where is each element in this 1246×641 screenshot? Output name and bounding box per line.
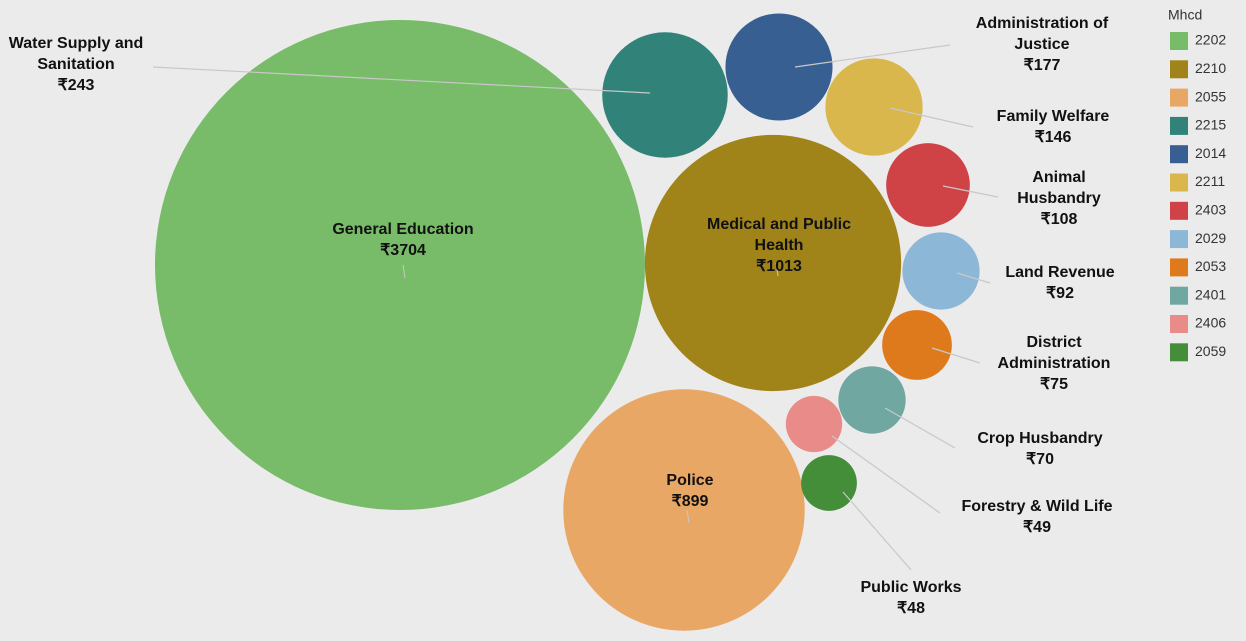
bubble-label: Public Works ₹48 (836, 577, 986, 619)
bubble (886, 143, 970, 227)
category-name: Public Works (860, 579, 962, 596)
bubble (602, 32, 728, 158)
category-name: Land Revenue (1005, 264, 1115, 281)
legend-swatch (1170, 145, 1188, 164)
legend-swatch (1170, 173, 1188, 192)
bubble-label: Administration of Justice ₹177 (960, 13, 1125, 76)
value-label: ₹177 (1023, 57, 1061, 74)
bubble (725, 13, 833, 121)
bubble-label: Land Revenue ₹92 (985, 262, 1135, 304)
legend-label: 2403 (1195, 202, 1226, 218)
legend-label: 2029 (1195, 230, 1226, 246)
bubble-label: Medical and Public Health ₹1013 (684, 214, 874, 277)
leader-line (931, 347, 981, 364)
leader-line (402, 264, 406, 279)
leader-line (842, 491, 912, 571)
leader-line (884, 407, 956, 449)
category-name: Administration of Justice (975, 15, 1109, 53)
category-name: District Administration (997, 334, 1111, 372)
bubble-label: Police ₹899 (630, 470, 750, 512)
legend-label: 2211 (1195, 173, 1225, 189)
value-label: ₹48 (897, 600, 925, 617)
legend-swatch (1170, 32, 1188, 50)
category-name: Forestry & Wild Life (961, 498, 1113, 515)
bubble (563, 389, 805, 631)
legend-label: 2055 (1195, 88, 1226, 104)
legend-swatch (1170, 286, 1188, 305)
legend-swatch (1170, 258, 1188, 277)
category-name: Water Supply and Sanitation (8, 35, 144, 73)
value-label: ₹243 (57, 77, 95, 94)
bubble-label: General Education ₹3704 (303, 219, 503, 261)
bubble (785, 395, 843, 453)
legend-swatch (1170, 201, 1188, 220)
bubble (801, 455, 857, 511)
legend-swatch (1170, 315, 1188, 333)
value-label: ₹1013 (756, 258, 802, 275)
legend-swatch (1170, 116, 1188, 135)
legend-label: 2406 (1195, 315, 1226, 331)
bubble-label: Water Supply and Sanitation ₹243 (1, 33, 151, 96)
legend-label: 2210 (1195, 60, 1226, 76)
legend-label: 2202 (1195, 32, 1226, 48)
bubble (882, 310, 952, 380)
category-name: General Education (332, 221, 474, 238)
value-label: ₹92 (1046, 285, 1074, 302)
category-name: Crop Husbandry (977, 430, 1103, 447)
bubble-label: Forestry & Wild Life ₹49 (942, 496, 1132, 538)
bubble-label: Animal Husbandry ₹108 (1009, 167, 1109, 230)
value-label: ₹146 (1034, 129, 1072, 146)
category-name: Police (666, 472, 714, 489)
leader-line (775, 262, 779, 277)
value-label: ₹3704 (380, 242, 426, 259)
legend-label: 2215 (1195, 117, 1226, 133)
leader-line (889, 107, 974, 128)
legend-swatch (1170, 343, 1188, 362)
category-name: Animal Husbandry (1017, 169, 1101, 207)
legend-title: Mhcd (1168, 7, 1202, 23)
bubble (838, 366, 906, 434)
leader-line (956, 272, 991, 284)
bubble-label: District Administration ₹75 (994, 332, 1114, 395)
category-name: Family Welfare (996, 108, 1110, 125)
legend-swatch (1170, 88, 1188, 107)
bubble-label: Crop Husbandry ₹70 (955, 428, 1125, 470)
category-name: Medical and Public Health (706, 216, 852, 254)
bubble-label: Family Welfare ₹146 (978, 106, 1128, 148)
leader-line (794, 44, 951, 68)
legend-swatch (1170, 60, 1188, 79)
leader-line (152, 66, 651, 94)
legend-label: 2014 (1195, 145, 1226, 161)
value-label: ₹108 (1040, 211, 1078, 228)
leader-line (686, 509, 690, 524)
leader-line (942, 185, 999, 198)
legend-label: 2053 (1195, 258, 1226, 274)
legend-label: 2401 (1195, 286, 1226, 302)
leader-line (831, 435, 941, 514)
bubble (155, 20, 645, 510)
bubble (644, 134, 902, 392)
value-label: ₹75 (1040, 376, 1068, 393)
legend-swatch (1170, 230, 1188, 249)
value-label: ₹899 (671, 493, 709, 510)
bubble (902, 232, 980, 310)
value-label: ₹49 (1023, 519, 1051, 536)
legend-label: 2059 (1195, 343, 1226, 359)
bubble (825, 58, 923, 156)
value-label: ₹70 (1026, 451, 1054, 468)
